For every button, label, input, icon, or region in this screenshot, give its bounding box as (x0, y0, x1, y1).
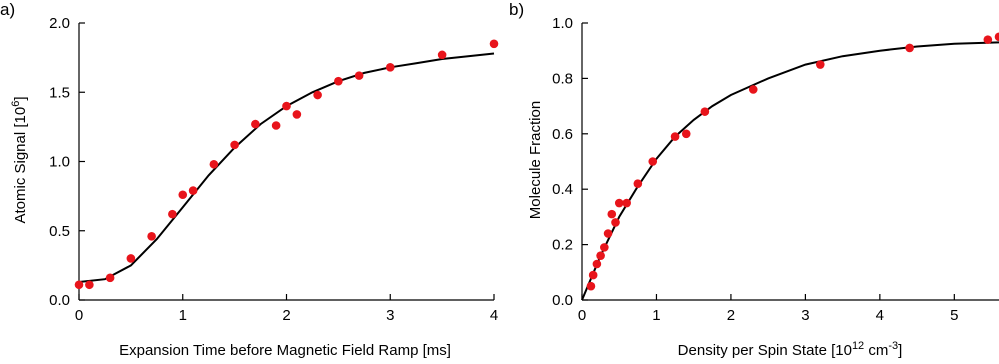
panel-a: a) 0 1 2 3 4 0.0 0.5 1.0 1.5 2.0 Expansion Time b… (0, 0, 499, 359)
panel-b-data-point (748, 85, 758, 94)
panel-a-x-tick-label: 3 (386, 307, 394, 324)
panel-a-data-point (437, 50, 447, 60)
panel-a-data-point (313, 90, 322, 100)
panel-a-x-tick-label: 2 (282, 307, 290, 324)
panel-a-data-point (354, 71, 364, 80)
panel-b-label: b) (509, 0, 524, 19)
panel-b-x-tick-label: 3 (801, 307, 809, 324)
panel-b-data-point (994, 32, 999, 42)
panel-a-data-point (334, 76, 343, 86)
panel-b-y-tick-label: 1.0 (552, 15, 573, 32)
panel-a-data-point (251, 119, 260, 129)
panel-b-x-tick-label: 0 (578, 307, 586, 324)
panel-a-data-point (188, 186, 198, 195)
panel-b-x-tick-label: 5 (950, 307, 958, 324)
panel-a-x-axis-title: Expansion Time before Magnetic Field Ram… (119, 342, 451, 359)
panel-a-y-tick-label: 1.0 (49, 154, 70, 171)
panel-b-data-point (600, 243, 609, 252)
panel-b-y-tick-label: 0.0 (552, 292, 573, 309)
panel-b-fit-curve (581, 41, 999, 301)
panel-b: b) 0 1 2 3 4 50.00.20.40.60.81.0 Density per … (509, 0, 999, 359)
panel-a-data-point (85, 280, 94, 290)
panel-b-y-tick-label: 0.8 (552, 70, 573, 87)
panel-b-data-point (983, 35, 993, 44)
panel-b-x-axis-title-sup1: 12 (852, 340, 864, 352)
panel-a-data-point (147, 231, 156, 241)
panel-b-data-point (700, 107, 710, 116)
panel-a-data-point (292, 110, 302, 119)
panel-b-data-point (614, 198, 624, 208)
panel-a-y-axis-title: Atomic Signal [106] (10, 96, 29, 223)
panel-a-plot: 0 1 2 3 4 0.0 0.5 1.0 1.5 2.0 (49, 15, 499, 324)
panel-a-y-tick-label: 1.5 (49, 84, 70, 101)
panel-a-data-point (230, 140, 239, 150)
panel-b-data-point (603, 229, 613, 238)
panel-b-y-tick-label: 0.2 (552, 237, 573, 254)
panel-b-x-axis-title-mid: cm (864, 342, 888, 359)
panel-a-x-tick-label: 1 (179, 307, 187, 324)
panel-a-data-point (489, 39, 499, 49)
panel-b-data-point (586, 281, 596, 291)
panel-b-x-tick-label: 4 (876, 307, 884, 324)
panel-b-data-point (611, 218, 620, 227)
panel-b-data-point (633, 179, 643, 188)
panel-b-y-axis-title: Molecule Fraction (527, 101, 544, 219)
panel-a-x-tick-label: 0 (75, 307, 83, 324)
panel-a-data-point (271, 121, 281, 130)
panel-b-data-point (681, 129, 691, 139)
panel-a-data-point (168, 209, 177, 219)
panel-b-x-axis-title: Density per Spin State [1012 cm-3] (678, 340, 903, 359)
panel-b-x-axis-title-end: ] (898, 342, 902, 359)
panel-b-data-point (592, 259, 602, 269)
panel-a-data-point (105, 273, 115, 283)
panel-a-data-point (126, 254, 136, 263)
panel-a-data-point (209, 159, 219, 169)
panel-b-data-point (905, 43, 914, 53)
panel-a-y-axis-title-main: Atomic Signal [10 (12, 107, 29, 224)
panel-b-x-axis-title-sup2: -3 (888, 340, 898, 352)
panel-a-y-axis-title-sup: 6 (10, 101, 22, 107)
panel-b-data-point (588, 270, 598, 280)
panel-b-x-axis-title-main: Density per Spin State [10 (678, 342, 852, 359)
panel-a-data-point (178, 190, 188, 200)
panel-a-data-point (282, 101, 291, 111)
panel-b-x-tick-label: 2 (727, 307, 735, 324)
panel-b-data-point (648, 157, 658, 166)
panel-b-data-point (622, 198, 631, 208)
panel-a-y-tick-label: 0.5 (49, 223, 70, 240)
panel-b-data-point (596, 251, 605, 260)
panel-a-fit-curve (78, 52, 495, 283)
panel-b-y-tick-label: 0.4 (552, 181, 573, 198)
panel-a-data-point (385, 63, 395, 72)
panel-a-label: a) (0, 0, 15, 19)
panel-a-y-tick-label: 0.0 (49, 292, 70, 309)
panel-a-data-point (74, 280, 84, 290)
panel-b-data-point (670, 132, 680, 141)
panel-b-data-point (815, 60, 825, 69)
panel-b-plot: 0 1 2 3 4 5 0.0 0.2 0.4 0.6 0.8 1.0 (552, 15, 999, 324)
panel-a-y-axis-title-end: ] (12, 96, 29, 100)
panel-a-y-tick-label: 2.0 (49, 15, 70, 32)
panel-b-data-point (607, 209, 617, 219)
panel-a-x-tick-label: 4 (490, 307, 498, 324)
panel-b-x-tick-label: 1 (652, 307, 660, 324)
panel-b-y-tick-label: 0.6 (552, 126, 573, 143)
